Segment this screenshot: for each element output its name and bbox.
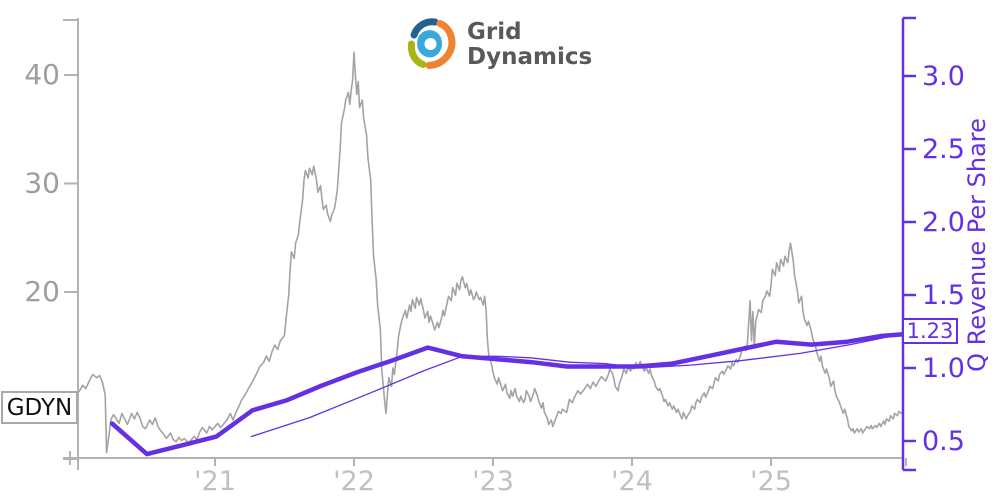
logo-text-line1: Grid (467, 19, 522, 45)
x-axis-tick-label: '24 (611, 466, 653, 497)
right-axis-title: Q Revenue Per Share (963, 118, 991, 372)
left-axis-tick-label: 40 (24, 58, 60, 91)
axes-layer (63, 18, 907, 470)
right-axis-tick-label: 1.5 (922, 280, 965, 311)
x-axis-tick-label: '25 (750, 466, 792, 497)
last-value-badge: 1.23 (902, 318, 958, 344)
right-axis-tick-label: 2.0 (922, 207, 965, 238)
x-axis-tick-label: '22 (333, 466, 375, 497)
logo-text-line2: Dynamics (467, 44, 593, 70)
grid-dynamics-logo: Grid Dynamics (402, 14, 592, 72)
last-value-label: 1.23 (906, 319, 954, 343)
x-axis-tick-label: '21 (194, 466, 236, 497)
tick-labels-layer: '21 '22 '23 '24 '25 20 30 40 0.5 1.0 1.5 2.0 2.5 3.0 (24, 16, 965, 497)
gdyn-price-line (78, 51, 903, 454)
ticker-badge: GDYN (1, 391, 78, 424)
q-revenue-per-share-smoothed-line (250, 333, 901, 438)
q-revenue-per-share-line (109, 332, 904, 457)
x-axis-tick-label: '23 (472, 466, 514, 497)
series-layer (78, 51, 904, 457)
grid-dynamics-logo-text: Grid Dynamics (467, 20, 592, 70)
right-axis-tick-label: 3.0 (922, 61, 965, 92)
right-axis-tick-label: 0.5 (922, 426, 965, 457)
right-axis-tick-label: 2.5 (922, 134, 965, 165)
grid-dynamics-logo-icon (407, 18, 456, 69)
right-axis-tick-label: 1.0 (922, 353, 965, 384)
ticker-label: GDYN (6, 394, 73, 421)
left-axis-tick-label: 30 (24, 167, 60, 200)
left-axis-tick-label: 20 (24, 275, 60, 308)
